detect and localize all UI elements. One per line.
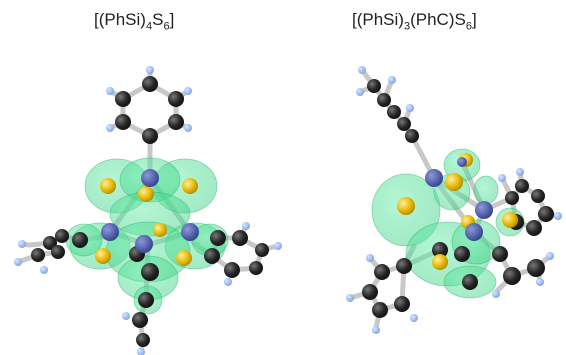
molecule-label-right: [(PhSi)3(PhC)S6]	[352, 10, 477, 32]
formula-part: 6	[465, 20, 472, 33]
atoms-right	[346, 66, 562, 334]
formula-part: (PhC)S	[410, 10, 466, 29]
molecule-left	[14, 66, 282, 355]
formula-part: 6	[163, 20, 170, 33]
orbital-right	[371, 148, 525, 299]
molecule-label-left: [(PhSi)4S6]	[94, 10, 174, 32]
formula-part: S	[152, 10, 164, 29]
formula-part: [(PhSi)	[352, 10, 404, 29]
formula-part: [(PhSi)	[94, 10, 146, 29]
formula-part: 4	[145, 20, 153, 33]
formula-part: ]	[169, 10, 175, 29]
formula-part: 3	[403, 20, 411, 33]
formula-part: ]	[471, 10, 477, 29]
atoms-left	[14, 66, 282, 355]
molecule-right	[346, 66, 562, 334]
